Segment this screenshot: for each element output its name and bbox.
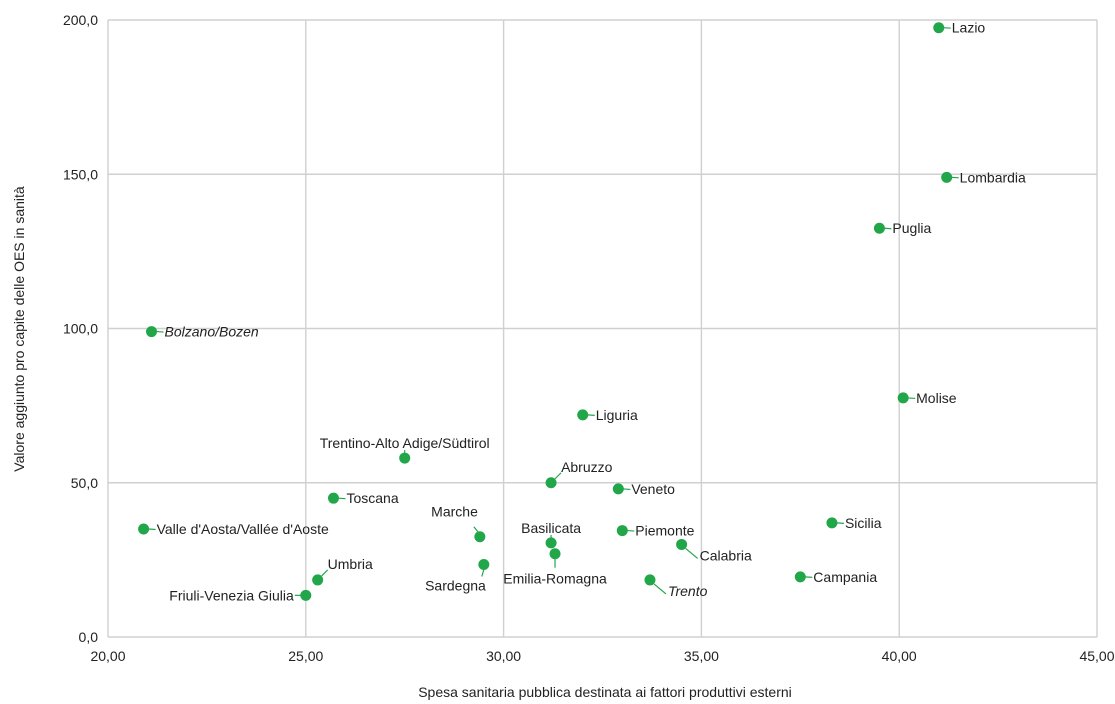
label-leader-line — [908, 397, 916, 400]
data-point-label: Marche — [431, 504, 478, 520]
data-point — [327, 492, 339, 504]
data-point-label: Trento — [668, 583, 708, 599]
data-points: Lazio Lombardia Puglia Bolzano/Bozen Molise L… — [138, 20, 1026, 603]
data-point — [794, 571, 806, 583]
label-leader-line — [836, 522, 844, 524]
data-point — [545, 477, 557, 489]
label-leader-line — [473, 526, 479, 533]
data-point — [138, 523, 150, 535]
data-point — [549, 548, 561, 560]
data-point-label: Lombardia — [960, 169, 1026, 185]
label-leader-line — [148, 528, 156, 531]
x-tick-label: 35,00 — [684, 648, 719, 664]
label-leader-line — [653, 583, 667, 595]
data-point — [616, 525, 628, 537]
data-point — [399, 452, 411, 464]
data-point — [478, 559, 490, 571]
grid-lines — [107, 19, 1098, 638]
y-tick-label: 200,0 — [63, 12, 98, 28]
data-point — [545, 537, 557, 549]
y-tick-label: 150,0 — [63, 166, 98, 182]
data-point-label: Piemonte — [635, 523, 694, 539]
data-point-label: Friuli-Venezia Giulia — [169, 587, 294, 603]
y-tick-label: 0,0 — [79, 629, 99, 645]
data-point-label: Umbria — [328, 556, 373, 572]
data-point-label: Bolzano/Bozen — [165, 324, 259, 340]
label-leader-line — [623, 488, 631, 491]
data-point — [873, 222, 885, 234]
label-leader-line — [338, 497, 346, 500]
x-tick-label: 30,00 — [486, 648, 521, 664]
label-leader-line — [943, 27, 951, 29]
x-tick-label: 40,00 — [882, 648, 917, 664]
data-point-label: Calabria — [700, 547, 752, 563]
data-point-label: Puglia — [892, 220, 931, 236]
data-point-label: Liguria — [596, 407, 638, 423]
x-axis-title: Spesa sanitaria pubblica destinata ai fa… — [418, 684, 792, 700]
data-point — [312, 574, 324, 586]
x-tick-label: 25,00 — [288, 648, 323, 664]
data-point-label: Toscana — [346, 490, 398, 506]
data-point-label: Molise — [916, 390, 957, 406]
data-point-label: Emilia-Romagna — [503, 571, 607, 587]
data-point — [612, 483, 624, 495]
data-point-label: Abruzzo — [561, 459, 613, 475]
x-tick-label: 20,00 — [90, 648, 125, 664]
data-point — [941, 171, 953, 183]
data-point-label: Basilicata — [521, 520, 581, 536]
y-tick-label: 50,0 — [71, 475, 98, 491]
data-point-label: Campania — [813, 569, 877, 585]
label-leader-line — [884, 227, 892, 230]
y-axis-title: Valore aggiunto pro capite delle OES in … — [11, 186, 27, 472]
data-point-label: Trentino-Alto Adige/Südtirol — [320, 435, 490, 451]
y-tick-label: 100,0 — [63, 321, 98, 337]
data-point — [676, 538, 688, 550]
label-leader-line — [951, 176, 959, 179]
data-point — [897, 392, 909, 404]
data-point-label: Sicilia — [845, 515, 882, 531]
data-point — [146, 326, 158, 338]
data-point — [300, 589, 312, 601]
data-point — [577, 409, 589, 421]
x-tick-label: 45,00 — [1079, 648, 1114, 664]
data-point-label: Veneto — [631, 481, 675, 497]
data-point-label: Sardegna — [425, 578, 486, 594]
data-point-label: Lazio — [952, 20, 986, 36]
data-point — [644, 574, 656, 586]
label-leader-line — [321, 569, 329, 577]
label-leader-line — [481, 569, 485, 577]
label-leader-line — [554, 472, 562, 480]
y-tick-labels: 0,0 50,0 100,0 150,0 200,0 — [63, 12, 98, 645]
data-point-label: Valle d'Aosta/Vallée d'Aoste — [157, 521, 329, 537]
label-leader-line — [685, 547, 699, 559]
data-point — [933, 22, 945, 34]
label-leader-line — [627, 529, 635, 532]
label-leader-line — [156, 330, 164, 333]
x-tick-labels: 20,00 25,00 30,00 35,00 40,00 45,00 — [90, 648, 1114, 664]
label-leader-line — [587, 414, 595, 416]
data-point — [826, 517, 838, 529]
label-leader-line — [805, 576, 813, 578]
data-point — [474, 531, 486, 543]
